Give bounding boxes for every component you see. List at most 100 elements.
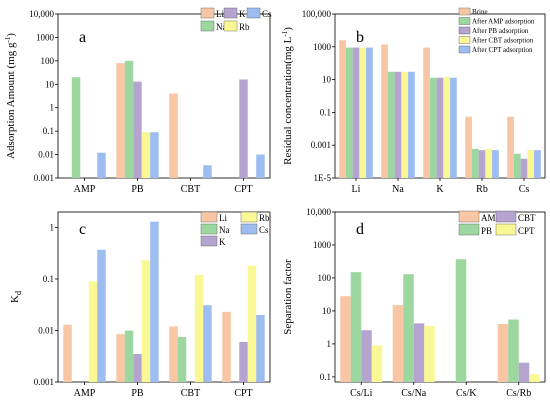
legend-swatch <box>200 223 218 235</box>
bar <box>436 77 444 178</box>
bar <box>497 324 509 382</box>
legend-label: Cs <box>259 225 269 235</box>
bar <box>63 324 72 382</box>
x-tick-label: Cs <box>519 184 530 195</box>
bar <box>465 116 472 178</box>
bar <box>350 272 362 382</box>
bar <box>116 334 125 382</box>
y-tick-label: 100,000 <box>302 9 332 19</box>
bar <box>371 345 383 382</box>
legend-swatch <box>200 211 218 223</box>
plot-frame <box>334 211 546 383</box>
panel-b: 1E-5 0.001 0.1 10 1000 100,000 Li Na K Rb Cs b Resid… <box>281 7 546 195</box>
legend-swatch <box>458 7 471 16</box>
legend-label: Cs <box>262 9 272 19</box>
y-tick-label: 0.001 <box>34 173 54 183</box>
bar <box>429 77 437 178</box>
legend-label: K <box>239 9 246 19</box>
bar <box>345 47 353 179</box>
bar <box>124 60 134 178</box>
x-tick-label: CPT <box>234 388 252 399</box>
legend-swatch <box>458 223 480 236</box>
bar <box>359 47 367 179</box>
y-tick-label: 0.1 <box>43 274 54 284</box>
bar <box>408 71 415 178</box>
bar <box>352 47 360 179</box>
bar <box>361 330 372 382</box>
y-tick-label: 0.1 <box>320 107 331 117</box>
legend-swatch <box>223 20 238 32</box>
legend-label: Li <box>216 9 224 19</box>
bar <box>392 305 404 382</box>
legend-label: After CBT adsorption <box>472 37 534 45</box>
legend-label: Rb <box>259 213 270 223</box>
bar <box>381 44 388 178</box>
legend-label: AMP <box>481 213 501 223</box>
bar <box>97 152 106 178</box>
bar <box>239 341 248 382</box>
bar <box>169 326 178 382</box>
bar <box>401 71 409 178</box>
bar <box>394 71 402 178</box>
panel-letter: a <box>79 29 86 46</box>
plot-frame <box>57 211 271 383</box>
bar <box>455 259 467 382</box>
x-tick-label: Na <box>392 184 404 195</box>
bar <box>203 305 212 382</box>
x-tick-label: Cs/Na <box>401 388 427 399</box>
panel-c: 0.001 0.01 0.1 1 AMP PB CBT CPT c Kd Li Na K Rb Cs <box>9 211 271 399</box>
bar <box>133 81 142 178</box>
legend-swatch <box>200 20 215 32</box>
bar <box>88 281 98 382</box>
y-tick-label: 1E-5 <box>314 173 332 183</box>
y-tick-label: 0.001 <box>34 377 54 387</box>
y-tick-label: 1000 <box>313 42 332 52</box>
bar <box>387 71 395 178</box>
y-axis-label: Kd <box>9 291 23 303</box>
bar <box>203 165 212 178</box>
bar <box>403 274 414 382</box>
legend-swatch <box>240 223 258 235</box>
bar <box>340 296 351 382</box>
bar <box>194 274 204 382</box>
bar <box>256 314 265 382</box>
bar <box>450 77 457 178</box>
bar <box>71 77 81 178</box>
y-tick-label: 10 <box>45 79 55 89</box>
y-tick-label: 100 <box>318 273 332 283</box>
bar <box>478 150 486 178</box>
y-tick-label: 100 <box>41 56 55 66</box>
y-axis-label: Separation factor <box>282 259 294 335</box>
bar <box>256 154 265 178</box>
bar <box>424 325 435 382</box>
y-tick-label: 1 <box>50 223 55 233</box>
x-tick-label: Cs/K <box>456 388 477 399</box>
bar <box>366 47 373 179</box>
legend-swatch <box>240 211 258 223</box>
legend-label: CPT <box>518 226 535 236</box>
bar <box>513 153 521 178</box>
bar <box>124 330 134 382</box>
legend-swatch <box>458 17 471 25</box>
x-tick-label: AMP <box>74 388 96 399</box>
y-axis-label: Residual concentration(mg L-1) <box>281 27 294 165</box>
legend-swatch <box>223 7 238 19</box>
bar <box>529 374 540 382</box>
bar <box>169 93 178 178</box>
legend-swatch <box>458 36 471 44</box>
y-axis-label: Adsorption Amount (mg g-1) <box>4 33 17 159</box>
x-tick-label: K <box>436 184 444 195</box>
bar <box>423 47 430 179</box>
legend-swatch <box>246 7 261 19</box>
bar <box>177 336 187 382</box>
legend-label: Li <box>219 213 227 223</box>
bar <box>150 221 159 382</box>
y-tick-label: 0.1 <box>43 126 54 136</box>
bar <box>339 40 346 178</box>
legend: Li Na K Rb Cs <box>200 211 270 247</box>
bar <box>247 265 257 382</box>
legend-label: After AMP adsorption <box>472 18 535 26</box>
bar <box>141 132 151 178</box>
